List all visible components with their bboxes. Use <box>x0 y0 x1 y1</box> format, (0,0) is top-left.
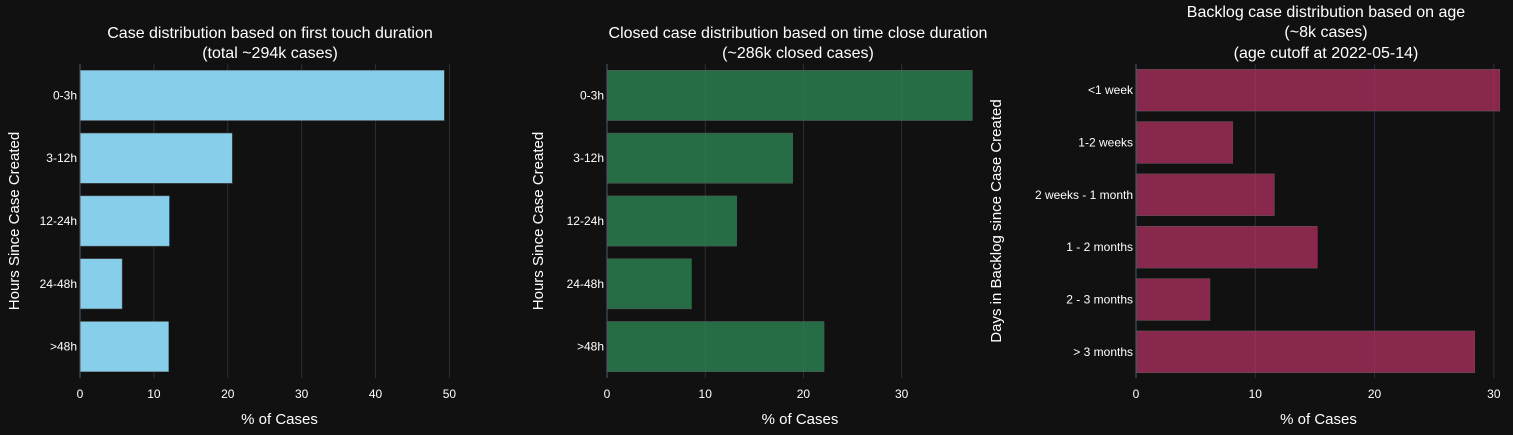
bar <box>79 195 170 247</box>
chart-panel-1: 0 10 20 30 40 50 0-3h 3-12h 12-24h 24-48h >48h Case… <box>6 25 456 428</box>
x-tick-label: 10 <box>699 387 713 401</box>
category-label: 0-3h <box>53 88 77 102</box>
chart-title-line: (~286k closed cases) <box>722 45 874 62</box>
bar <box>606 321 825 372</box>
x-tick-label: 40 <box>369 387 383 401</box>
bar <box>79 132 233 184</box>
category-label: 2 - 3 months <box>1066 293 1133 307</box>
chart-title-line: (~8k cases) <box>1284 24 1367 41</box>
category-label: 24-48h <box>567 277 604 291</box>
x-axis-title: % of Cases <box>241 411 318 428</box>
bar <box>606 132 793 184</box>
category-label: 1-2 weeks <box>1078 136 1133 150</box>
chart-panel-3: 0 10 20 30 <1 week 1-2 weeks 2 weeks - 1 month… <box>988 4 1501 428</box>
x-axis-title: % of Cases <box>1280 411 1357 428</box>
bar <box>79 258 123 310</box>
y-axis-title: Days in Backlog since Case Created <box>988 99 1005 342</box>
bar <box>79 321 169 372</box>
x-tick-label: 30 <box>1487 387 1501 401</box>
y-axis-title: Hours Since Case Created <box>530 132 547 310</box>
chart-panel-2: 0 10 20 30 0-3h 3-12h 12-24h 24-48h >48h Closed c… <box>530 25 987 428</box>
category-label: 1 - 2 months <box>1066 240 1133 254</box>
bar <box>1135 68 1501 112</box>
x-tick-label: 50 <box>443 387 457 401</box>
bar <box>1135 330 1476 374</box>
x-tick-label: 0 <box>1133 387 1140 401</box>
x-tick-label: 20 <box>797 387 811 401</box>
category-label: 3-12h <box>46 151 77 165</box>
bar <box>606 195 737 247</box>
y-axis-title: Hours Since Case Created <box>6 132 23 310</box>
category-label: 24-48h <box>40 277 77 291</box>
bar <box>79 70 445 121</box>
chart-title-line: Case distribution based on first touch d… <box>107 25 433 42</box>
bar <box>1135 121 1233 164</box>
x-tick-label: 0 <box>604 387 611 401</box>
x-tick-label: 0 <box>77 387 84 401</box>
chart-title-line: (total ~294k cases) <box>202 45 338 62</box>
bar <box>606 258 692 310</box>
category-label: <1 week <box>1088 83 1134 97</box>
chart-title-line: Backlog case distribution based on age <box>1187 4 1466 21</box>
x-tick-label: 20 <box>221 387 235 401</box>
category-label: >48h <box>50 340 77 354</box>
bar <box>606 70 973 121</box>
category-label: 0-3h <box>580 88 604 102</box>
bar <box>1135 278 1211 321</box>
category-label: 3-12h <box>573 151 604 165</box>
chart-title-line: (age cutoff at 2022-05-14) <box>1234 45 1419 62</box>
bar <box>1135 173 1275 217</box>
x-tick-label: 20 <box>1368 387 1382 401</box>
category-label: 2 weeks - 1 month <box>1035 188 1133 202</box>
bar <box>1135 225 1318 269</box>
category-label: 12-24h <box>567 214 604 228</box>
x-tick-label: 10 <box>147 387 161 401</box>
x-tick-label: 30 <box>295 387 309 401</box>
x-tick-label: 30 <box>895 387 909 401</box>
category-label: >48h <box>577 340 604 354</box>
x-tick-label: 10 <box>1249 387 1263 401</box>
chart-title-line: Closed case distribution based on time c… <box>609 25 988 42</box>
category-label: 12-24h <box>40 214 77 228</box>
x-axis-title: % of Cases <box>762 411 839 428</box>
category-label: > 3 months <box>1073 345 1133 359</box>
